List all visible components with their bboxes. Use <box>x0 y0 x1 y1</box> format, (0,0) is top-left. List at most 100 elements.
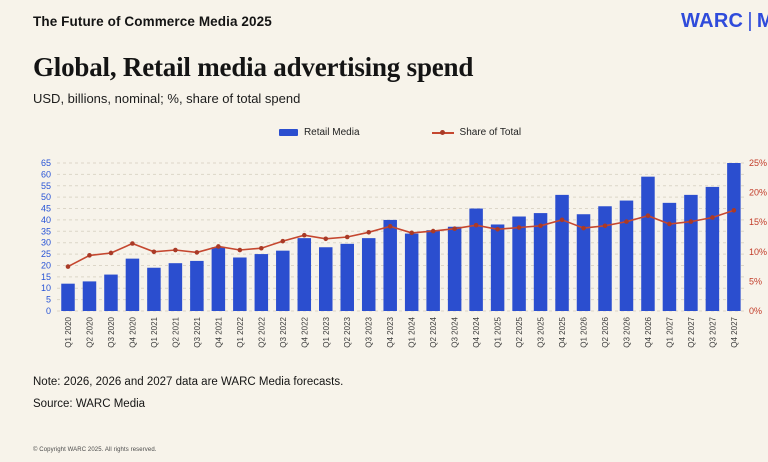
x-axis-tick-label: Q3 2025 <box>537 316 546 347</box>
left-axis-tick-label: 15 <box>41 272 51 282</box>
share-of-total-point <box>688 219 694 224</box>
share-of-total-point <box>731 208 737 213</box>
x-axis-tick-label: Q1 2024 <box>408 316 417 347</box>
bar-swatch-icon <box>278 129 298 136</box>
share-of-total-line <box>67 209 735 268</box>
share-of-total-point <box>387 224 393 229</box>
share-of-total-point <box>194 250 200 255</box>
warc-logo: WARC | M <box>681 10 768 33</box>
left-axis-tick-label: 55 <box>41 181 51 191</box>
share-of-total-point <box>430 228 436 234</box>
retail-media-bar <box>705 186 720 311</box>
share-of-total-point <box>216 244 221 249</box>
chart-area: 0 5 10 15 20 25 30 35 40 45 50 55 60 65 0% 5% 10% 15% 20% 2… <box>0 150 768 375</box>
retail-media-bar <box>469 208 483 311</box>
share-of-total-point <box>301 232 307 238</box>
retail-media-bar <box>490 224 505 311</box>
logo-suffix: M <box>756 10 768 32</box>
share-of-total-point <box>495 227 500 232</box>
chart-title: Global, Retail media advertising spend <box>33 52 474 82</box>
share-of-total-point <box>151 249 157 255</box>
retail-media-bar <box>297 238 312 311</box>
left-axis-tick-label: 5 <box>46 295 51 305</box>
retail-media-bar <box>512 216 526 311</box>
x-axis-tick-label: Q2 2023 <box>343 316 352 347</box>
copyright-text: © Copyright WARC 2025. All rights reserv… <box>33 447 157 453</box>
share-of-total-point <box>624 219 629 224</box>
retail-media-bar <box>641 176 655 311</box>
retail-media-bar <box>727 163 741 311</box>
left-axis-tick-label: 65 <box>41 158 51 168</box>
share-of-total-point <box>87 253 92 258</box>
retail-media-bar <box>662 202 677 311</box>
x-axis-tick-label: Q3 2024 <box>451 316 460 347</box>
retail-media-bar <box>168 263 183 311</box>
x-axis-tick-label: Q1 2023 <box>322 316 331 347</box>
share-of-total-point <box>237 247 243 253</box>
x-axis-tick-label: Q2 2025 <box>515 316 524 347</box>
retail-media-bar <box>404 233 419 311</box>
source-text: Source: WARC Media <box>33 398 146 410</box>
chart-subtitle: USD, billions, nominal; %, share of tota… <box>33 91 301 106</box>
share-of-total-point <box>645 213 651 218</box>
legend-item-retail-media: Retail Media <box>278 127 360 138</box>
right-axis-tick-label: 15% <box>749 217 767 227</box>
retail-media-bar <box>104 274 118 311</box>
share-of-total-point <box>452 226 457 232</box>
retail-media-bar <box>619 200 634 311</box>
x-axis-tick-label: Q1 2020 <box>64 316 73 347</box>
x-axis-tick-label: Q1 2022 <box>236 316 245 347</box>
warc-logo-text: WARC <box>681 10 744 32</box>
share-of-total-point <box>280 238 286 244</box>
left-axis-tick-label: 50 <box>41 192 51 202</box>
retail-media-bar <box>254 254 269 311</box>
x-axis-tick-label: Q1 2027 <box>665 316 674 347</box>
x-axis-tick-label: Q4 2020 <box>128 316 137 347</box>
x-axis-tick-label: Q4 2025 <box>558 316 567 347</box>
retail-media-bar <box>555 194 569 311</box>
left-axis-tick-label: 60 <box>41 169 51 179</box>
share-of-total-point <box>366 229 372 235</box>
retail-media-bar <box>576 214 591 311</box>
share-of-total-point <box>667 221 672 227</box>
note-text: Note: 2026, 2026 and 2027 data are WARC … <box>33 376 344 388</box>
x-axis-tick-label: Q4 2023 <box>386 316 395 347</box>
x-axis-tick-label: Q3 2026 <box>622 316 631 347</box>
x-axis-tick-label: Q2 2020 <box>85 316 94 347</box>
x-axis-tick-label: Q1 2021 <box>150 316 159 347</box>
line-dot-swatch-icon <box>431 129 454 136</box>
left-axis-tick-label: 20 <box>41 260 51 270</box>
x-axis-tick-label: Q2 2021 <box>171 316 180 347</box>
share-of-total-point <box>581 225 586 231</box>
share-of-total-point <box>516 225 522 230</box>
x-axis-tick-label: Q4 2026 <box>644 316 653 347</box>
retail-media-bar <box>426 230 440 311</box>
retail-media-bar <box>340 243 354 311</box>
left-axis-tick-label: 35 <box>41 226 51 236</box>
legend-label: Share of Total <box>459 127 522 138</box>
legend-item-share-of-total: Share of Total <box>431 127 522 138</box>
x-axis-tick-label: Q3 2027 <box>708 316 717 347</box>
right-axis-tick-label: 10% <box>749 247 767 257</box>
left-axis-tick-label: 40 <box>41 215 51 225</box>
right-axis-tick-label: 5% <box>749 276 762 286</box>
share-of-total-point <box>323 236 329 242</box>
x-axis-tick-label: Q1 2025 <box>494 316 503 347</box>
retail-media-bar <box>276 250 290 311</box>
left-axis-tick-label: 25 <box>41 249 51 259</box>
share-of-total-point <box>538 223 543 229</box>
retail-media-bar <box>147 267 161 311</box>
retail-media-bar <box>319 247 333 311</box>
retail-media-bar <box>598 206 612 311</box>
retail-media-bar <box>383 219 397 311</box>
x-axis-tick-label: Q3 2020 <box>107 316 116 347</box>
retail-media-bar <box>61 283 75 311</box>
retail-media-bar <box>684 194 698 311</box>
logo-separator: | <box>747 10 753 32</box>
share-of-total-point <box>409 230 414 236</box>
legend-label: Retail Media <box>303 127 360 138</box>
x-axis-tick-label: Q4 2027 <box>730 316 739 347</box>
x-axis-tick-label: Q2 2024 <box>429 316 438 347</box>
